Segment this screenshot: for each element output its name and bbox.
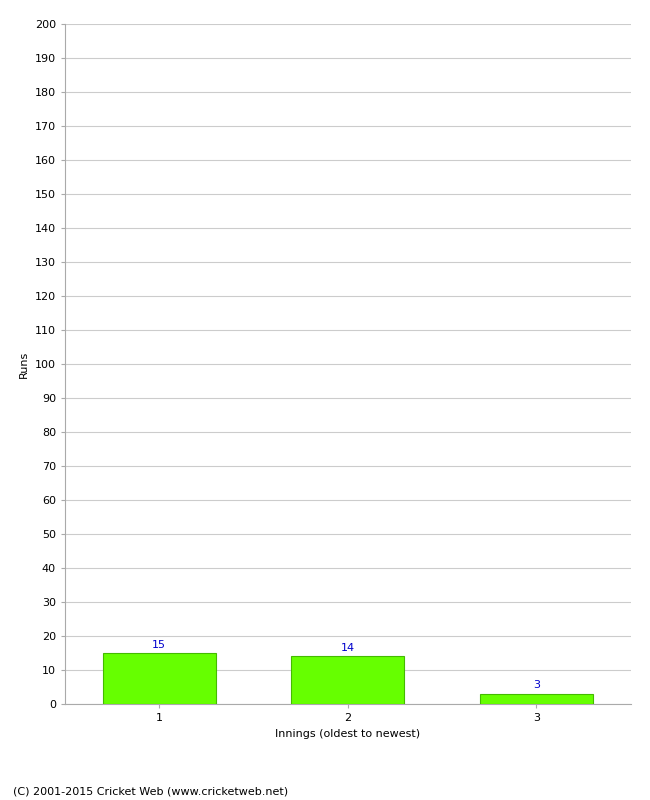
Text: 3: 3 bbox=[533, 680, 540, 690]
Bar bbox=[480, 694, 593, 704]
Text: (C) 2001-2015 Cricket Web (www.cricketweb.net): (C) 2001-2015 Cricket Web (www.cricketwe… bbox=[13, 786, 288, 796]
Text: 15: 15 bbox=[152, 640, 166, 650]
Text: 14: 14 bbox=[341, 643, 355, 653]
Bar bbox=[103, 653, 216, 704]
Y-axis label: Runs: Runs bbox=[20, 350, 29, 378]
Bar bbox=[291, 656, 404, 704]
X-axis label: Innings (oldest to newest): Innings (oldest to newest) bbox=[275, 729, 421, 738]
